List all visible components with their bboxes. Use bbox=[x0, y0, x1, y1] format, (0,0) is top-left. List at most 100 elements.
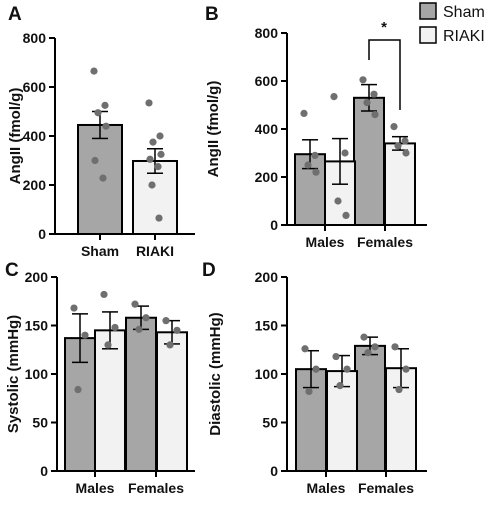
data-point bbox=[342, 211, 350, 219]
legend-label: Sham bbox=[443, 4, 485, 21]
data-point bbox=[401, 137, 409, 145]
data-point bbox=[131, 300, 139, 308]
panel-label: C bbox=[5, 260, 19, 281]
y-tick-label: 150 bbox=[25, 318, 49, 334]
y-tick-label: 50 bbox=[262, 415, 278, 431]
data-point bbox=[332, 352, 340, 361]
x-tick-label: Males bbox=[306, 234, 345, 250]
data-point bbox=[371, 343, 379, 351]
y-tick-label: 100 bbox=[255, 366, 279, 382]
y-tick-label: 0 bbox=[270, 463, 278, 479]
legend: Sham RIAKI bbox=[419, 2, 485, 45]
panel-a: A AngII (fmol/g) 0 200 400 600 800 Sham RIAKI bbox=[7, 4, 195, 259]
panel-b: B AngII (fmol/g) 0 200 400 600 800 Males Females… bbox=[205, 4, 427, 250]
y-axis-label: AngII (fmol/g) bbox=[7, 88, 24, 185]
data-point bbox=[359, 76, 367, 84]
data-point bbox=[91, 156, 99, 165]
data-point bbox=[90, 67, 98, 75]
y-tick-label: 0 bbox=[270, 217, 278, 233]
x-tick-label: Females bbox=[128, 480, 184, 496]
y-tick-label: 0 bbox=[40, 463, 48, 479]
y-axis-label: AngII (fmol/g) bbox=[205, 81, 222, 178]
data-point bbox=[148, 181, 156, 189]
y-tick-label: 0 bbox=[38, 226, 46, 242]
x-tick-label: Males bbox=[76, 480, 115, 496]
legend-swatch bbox=[419, 26, 437, 44]
x-tick-label: RIAKI bbox=[136, 243, 174, 259]
data-point bbox=[154, 163, 162, 171]
y-tick-label: 200 bbox=[255, 269, 279, 285]
data-point bbox=[363, 99, 371, 107]
y-tick-label: 800 bbox=[23, 30, 47, 46]
data-point bbox=[162, 317, 170, 325]
data-point bbox=[104, 341, 112, 349]
panel-c: C Systolic (mmHg) 0 50 100 150 200 Males Females bbox=[5, 260, 195, 496]
x-tick-label: Sham bbox=[81, 243, 119, 259]
data-point bbox=[312, 365, 320, 373]
data-point bbox=[102, 122, 110, 130]
bar bbox=[384, 142, 416, 226]
data-point bbox=[135, 325, 143, 333]
data-point bbox=[166, 341, 174, 349]
y-tick-label: 400 bbox=[255, 121, 279, 137]
y-axis-label: Diastolic (mmHg) bbox=[207, 312, 224, 435]
data-point bbox=[360, 333, 368, 341]
y-tick-label: 600 bbox=[23, 79, 47, 95]
data-point bbox=[94, 109, 102, 117]
y-axis-label: Systolic (mmHg) bbox=[5, 315, 22, 433]
panel-label: A bbox=[8, 4, 22, 25]
data-point bbox=[402, 149, 410, 157]
data-point bbox=[100, 290, 108, 299]
data-point bbox=[146, 155, 154, 163]
y-tick-label: 150 bbox=[255, 318, 279, 334]
data-point bbox=[111, 323, 119, 332]
data-point bbox=[173, 326, 181, 334]
panel-d: D Diastolic (mmHg) 0 50 100 150 200 Males Female… bbox=[202, 260, 427, 496]
data-point bbox=[157, 150, 165, 158]
data-point bbox=[330, 93, 338, 101]
x-tick-label: Females bbox=[358, 480, 414, 496]
data-point bbox=[70, 304, 78, 312]
y-tick-label: 100 bbox=[25, 366, 49, 382]
data-point bbox=[391, 343, 399, 351]
data-point bbox=[101, 101, 109, 109]
legend-swatch bbox=[419, 2, 437, 20]
data-point bbox=[336, 382, 344, 390]
y-tick-label: 800 bbox=[255, 25, 279, 41]
y-tick-label: 600 bbox=[255, 73, 279, 89]
data-point bbox=[395, 385, 403, 394]
panel-label: D bbox=[202, 260, 216, 281]
data-point bbox=[99, 174, 107, 182]
legend-label: RIAKI bbox=[443, 28, 485, 45]
data-point bbox=[364, 349, 372, 357]
y-tick-label: 50 bbox=[32, 415, 48, 431]
data-point bbox=[301, 345, 309, 353]
significance-bracket bbox=[368, 39, 401, 110]
x-tick-label: Females bbox=[357, 234, 413, 250]
y-tick-label: 400 bbox=[23, 128, 47, 144]
bar bbox=[354, 344, 386, 472]
bar bbox=[156, 331, 188, 473]
significance-star: * bbox=[381, 19, 387, 36]
data-point bbox=[305, 387, 313, 396]
data-point bbox=[145, 99, 153, 107]
data-point bbox=[311, 151, 319, 159]
data-point bbox=[155, 214, 163, 222]
data-point bbox=[149, 138, 157, 146]
data-point bbox=[390, 123, 398, 131]
data-point bbox=[142, 314, 150, 322]
bar bbox=[353, 96, 385, 226]
data-point bbox=[312, 168, 320, 176]
data-point bbox=[341, 149, 349, 157]
bar bbox=[94, 329, 126, 472]
bar bbox=[125, 316, 157, 472]
data-point bbox=[81, 331, 89, 339]
data-point bbox=[402, 365, 410, 373]
data-point bbox=[304, 161, 312, 169]
data-point bbox=[370, 90, 378, 98]
data-point bbox=[300, 109, 308, 117]
data-point bbox=[394, 142, 402, 150]
y-tick-label: 200 bbox=[23, 177, 47, 193]
data-point bbox=[371, 111, 379, 119]
